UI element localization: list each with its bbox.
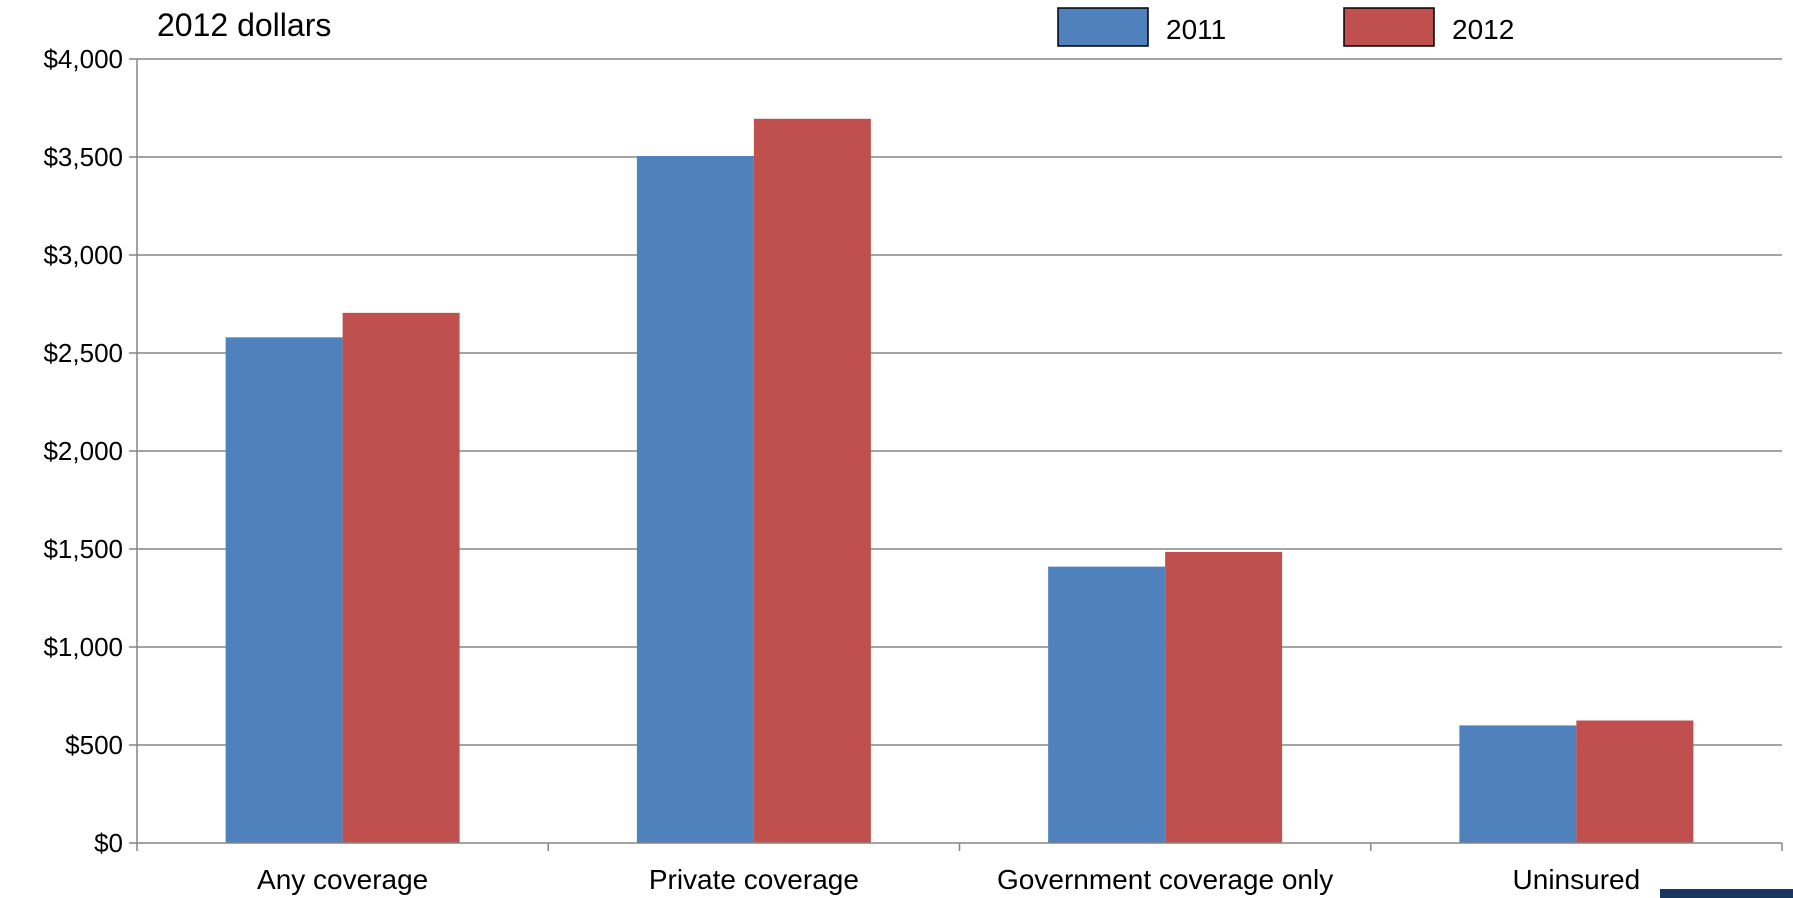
- corner-accent-bar: [1660, 889, 1793, 898]
- category-label: Any coverage: [257, 864, 428, 895]
- legend-label: 2012: [1452, 14, 1514, 45]
- legend: 2011 2012: [1057, 7, 1514, 47]
- y-tick-label: $500: [65, 730, 123, 760]
- y-tick-label: $1,500: [43, 534, 123, 564]
- y-tick-label: $3,500: [43, 142, 123, 172]
- y-tick-label: $3,000: [43, 240, 123, 270]
- y-tick-label: $4,000: [43, 44, 123, 74]
- y-tick-labels: $0 $500 $1,000 $1,500 $2,000 $2,500 $3,000 $3,5…: [43, 44, 123, 858]
- legend-swatch-2012: [1343, 7, 1435, 47]
- legend-swatch-2011: [1057, 7, 1149, 47]
- legend-label: 2011: [1166, 14, 1226, 45]
- category-label: Private coverage: [649, 864, 859, 895]
- y-tick-label: $1,000: [43, 632, 123, 662]
- bar-2012: [1165, 551, 1283, 843]
- y-tick-label: $2,500: [43, 338, 123, 368]
- y-tick-label: $2,000: [43, 436, 123, 466]
- category-labels: Any coverage Private coverage Government c…: [257, 864, 1640, 895]
- y-tick-label: $0: [94, 828, 123, 858]
- bar-2011: [636, 156, 754, 843]
- units-label: 2012 dollars: [157, 7, 331, 43]
- category-label: Uninsured: [1513, 864, 1641, 895]
- bar-2012: [1576, 720, 1694, 843]
- bar-2012: [342, 312, 460, 843]
- axes: [129, 58, 1783, 851]
- category-label: Government coverage only: [997, 864, 1333, 895]
- bar-2011: [1459, 725, 1577, 843]
- bar-2011: [1048, 566, 1166, 843]
- bars: [225, 118, 1694, 843]
- bar-2012: [753, 118, 871, 843]
- bar-2011: [225, 337, 343, 843]
